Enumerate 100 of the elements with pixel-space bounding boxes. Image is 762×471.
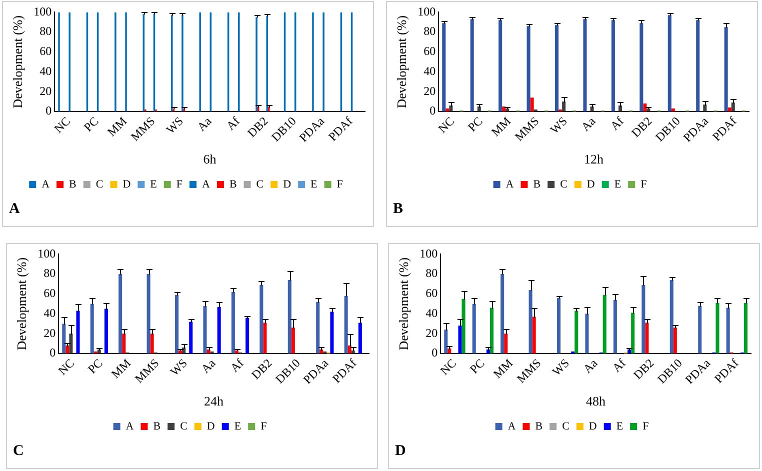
x-tick-label: Aa xyxy=(198,356,219,376)
bar xyxy=(530,98,534,112)
x-tick-label: PC xyxy=(464,114,486,134)
bar xyxy=(320,350,324,354)
legend-label: A xyxy=(508,420,516,432)
text: A xyxy=(9,201,20,218)
bar xyxy=(528,290,532,354)
legend-label: E xyxy=(614,178,622,190)
x-tick-label: WS xyxy=(163,114,186,137)
bar xyxy=(442,23,446,112)
y-tick-label: 40 xyxy=(424,64,436,78)
y-tick-label: 100 xyxy=(420,246,438,260)
y-axis-title: Development (%) xyxy=(396,257,412,350)
bar xyxy=(696,20,700,112)
x-tick-label: MM xyxy=(104,114,130,140)
x-tick-label: NC xyxy=(437,356,460,378)
bar xyxy=(444,330,448,354)
y-tick-label: 0 xyxy=(430,104,436,118)
legend-label: F xyxy=(642,420,649,432)
bar xyxy=(358,322,362,354)
y-axis-title: Development (%) xyxy=(14,257,30,350)
legend-label: E xyxy=(150,178,158,190)
y-tick-label: 100 xyxy=(34,4,52,18)
legend-label: D xyxy=(206,420,215,432)
y-tick-label: 60 xyxy=(424,44,436,58)
y-tick-label: 20 xyxy=(44,326,56,340)
bar xyxy=(728,108,732,112)
bar xyxy=(557,298,561,354)
x-tick-label: Aa xyxy=(580,356,601,376)
bar xyxy=(731,102,735,112)
bar xyxy=(555,25,559,112)
bar xyxy=(477,106,481,112)
bar xyxy=(263,322,267,354)
x-tick-label: DB2 xyxy=(248,356,275,382)
bar xyxy=(217,306,221,354)
bar xyxy=(490,308,494,354)
bar xyxy=(288,280,292,354)
bar xyxy=(668,15,672,112)
bar xyxy=(122,334,126,354)
bar xyxy=(726,308,730,354)
bar xyxy=(532,316,536,354)
x-tick-label: NC xyxy=(435,114,458,136)
legend-label: C xyxy=(256,178,264,190)
x-tick-label: Af xyxy=(224,114,242,133)
bar xyxy=(526,26,530,112)
legend-label: A xyxy=(506,178,514,190)
y-tick-label: 60 xyxy=(44,286,56,300)
bar xyxy=(234,350,238,354)
y-tick-label: 80 xyxy=(44,266,56,280)
bar xyxy=(246,318,250,354)
text: B xyxy=(393,201,404,218)
legend-label: C xyxy=(560,178,568,190)
x-tick-label: DB2 xyxy=(628,114,655,140)
bar xyxy=(613,300,617,354)
bar xyxy=(643,104,647,112)
bar xyxy=(500,274,504,354)
bar xyxy=(66,346,70,354)
legend-label: D xyxy=(283,178,292,190)
bar xyxy=(104,308,108,354)
bar xyxy=(574,310,578,354)
legend-label: C xyxy=(180,420,188,432)
y-tick-label: 100 xyxy=(418,4,436,18)
bar xyxy=(671,108,675,112)
bar xyxy=(673,328,677,354)
x-tick-label: Aa xyxy=(578,114,599,134)
bar xyxy=(645,322,649,354)
bar xyxy=(716,302,720,354)
x-tick-label: PC xyxy=(466,356,488,376)
x-axis-title: 12h xyxy=(584,152,604,167)
y-tick-label: 40 xyxy=(426,306,438,320)
bar xyxy=(351,350,355,354)
legend-label: E xyxy=(234,420,242,432)
legend-label: B xyxy=(229,178,237,190)
y-tick-label: 60 xyxy=(426,286,438,300)
bar xyxy=(611,20,615,112)
x-tick-label: PC xyxy=(84,356,106,376)
x-tick-label: Af xyxy=(610,356,628,375)
bar xyxy=(583,19,587,112)
legend-label: A xyxy=(42,178,50,190)
y-tick-label: 20 xyxy=(424,84,436,98)
x-tick-label: MM xyxy=(488,114,514,140)
bar xyxy=(642,284,646,354)
bar xyxy=(462,298,466,354)
x-tick-label: WS xyxy=(167,356,190,379)
bar xyxy=(146,274,150,354)
bar xyxy=(458,326,462,354)
bar xyxy=(504,334,508,354)
x-tick-label: PC xyxy=(80,114,102,134)
legend-label: B xyxy=(533,178,541,190)
bar xyxy=(189,322,193,354)
bar xyxy=(698,306,702,354)
bar xyxy=(486,350,490,354)
x-tick-label: NC xyxy=(51,114,74,136)
x-axis-title: 6h xyxy=(203,152,217,167)
y-tick-label: 40 xyxy=(44,306,56,320)
x-tick-label: Af xyxy=(608,114,626,133)
legend-label: D xyxy=(122,178,131,190)
bar xyxy=(203,306,207,354)
bar xyxy=(330,312,334,354)
legend-label: C xyxy=(562,420,570,432)
